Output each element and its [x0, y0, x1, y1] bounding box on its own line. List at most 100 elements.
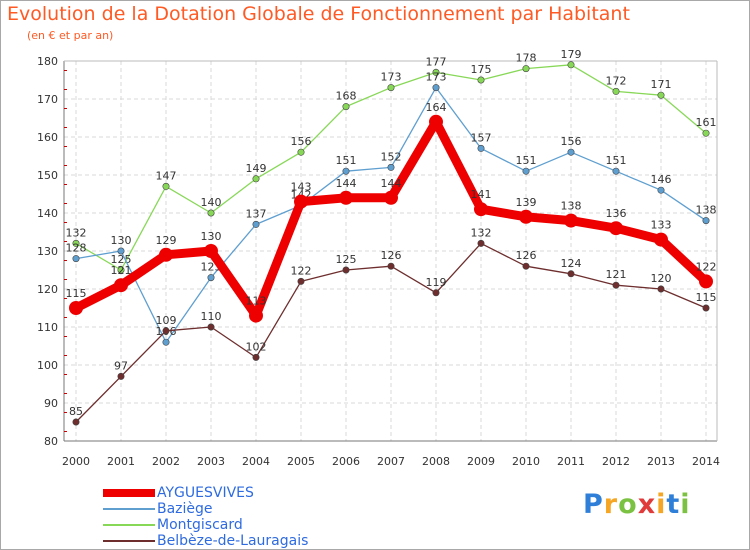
x-tick-label: 2004 [242, 455, 270, 468]
data-label: 85 [69, 405, 83, 418]
data-label: 164 [426, 101, 447, 114]
data-label: 147 [156, 169, 177, 182]
x-tick-label: 2002 [152, 455, 180, 468]
data-point [699, 274, 713, 289]
legend-swatch-belbeze [103, 540, 155, 542]
data-label: 126 [516, 249, 537, 262]
data-label: 146 [651, 173, 672, 186]
logo-letter: i [656, 489, 667, 520]
data-label: 115 [696, 291, 717, 304]
data-label: 102 [246, 340, 267, 353]
series-bazi-ge: 1281301061231371421511521731571511561511… [66, 71, 717, 346]
y-tick-label: 130 [37, 245, 58, 258]
data-point [117, 266, 125, 274]
data-point [432, 84, 440, 92]
data-label: 115 [66, 287, 87, 300]
data-point [117, 247, 125, 255]
data-point [252, 353, 260, 361]
data-label: 129 [156, 234, 177, 247]
data-point [252, 220, 260, 228]
proxiti-logo: Proxiti [583, 489, 691, 520]
data-point [207, 209, 215, 217]
data-point [567, 148, 575, 156]
data-label: 121 [111, 264, 132, 277]
data-label: 139 [516, 196, 537, 209]
data-label: 109 [156, 314, 177, 327]
data-label: 119 [426, 276, 447, 289]
x-tick-label: 2008 [422, 455, 450, 468]
data-label: 152 [381, 150, 402, 163]
data-point [117, 372, 125, 380]
data-point [249, 308, 263, 323]
data-label: 151 [516, 154, 537, 167]
data-point [384, 190, 398, 205]
series-belb-ze-de-lauragais: 85 97 109 110 102 122 125 126 119 132 126 124 121 120… [69, 226, 717, 426]
legend-item-baziege[interactable]: Baziège [103, 501, 363, 517]
legend-swatch-montgiscard [103, 524, 155, 526]
data-point [432, 68, 440, 76]
data-label: 97 [114, 359, 128, 372]
data-point [297, 277, 305, 285]
x-tick-label: 2003 [197, 455, 225, 468]
legend-item-belbeze[interactable]: Belbèze-de-Lauragais [103, 533, 363, 549]
data-point [429, 114, 443, 129]
data-label: 144 [381, 177, 402, 190]
data-point [387, 163, 395, 171]
data-point [657, 285, 665, 293]
data-label: 128 [66, 242, 87, 255]
data-point [207, 274, 215, 282]
data-label: 122 [696, 260, 717, 273]
logo-letter: x [637, 489, 657, 520]
data-label: 175 [471, 63, 492, 76]
y-tick-label: 180 [37, 55, 58, 68]
data-label: 120 [651, 272, 672, 285]
legend-item-montgiscard[interactable]: Montgiscard [103, 517, 363, 533]
data-point [252, 175, 260, 183]
data-point [612, 87, 620, 95]
data-label: 144 [336, 177, 357, 190]
logo-letter: r [603, 489, 619, 520]
data-label: 137 [246, 207, 267, 220]
data-label: 130 [111, 234, 132, 247]
data-point [612, 281, 620, 289]
data-label: 157 [471, 131, 492, 144]
x-tick-label: 2000 [62, 455, 90, 468]
data-label: 126 [381, 249, 402, 262]
data-point [612, 167, 620, 175]
x-tick-label: 2009 [467, 455, 495, 468]
data-point [567, 61, 575, 69]
data-point [702, 217, 710, 225]
data-label: 168 [336, 90, 357, 103]
data-label: 143 [291, 181, 312, 194]
x-tick-label: 2014 [692, 455, 720, 468]
x-tick-label: 2011 [557, 455, 585, 468]
y-tick-label: 170 [37, 93, 58, 106]
data-point [69, 301, 83, 315]
data-point [72, 255, 80, 263]
data-point [564, 213, 578, 228]
x-tick-label: 2005 [287, 455, 315, 468]
data-point [657, 186, 665, 194]
y-tick-label: 80 [44, 435, 58, 448]
data-point [72, 418, 80, 426]
y-tick-label: 140 [37, 207, 58, 220]
y-tick-label: 120 [37, 283, 58, 296]
data-label: 171 [651, 78, 672, 91]
legend-item-ayguesvives[interactable]: AYGUESVIVES [103, 485, 363, 501]
data-label: 110 [201, 310, 222, 323]
data-label: 179 [561, 48, 582, 61]
x-tick-label: 2006 [332, 455, 360, 468]
data-point [342, 103, 350, 111]
data-point [522, 262, 530, 270]
logo-letter: t [666, 489, 681, 520]
x-tick-label: 2013 [647, 455, 675, 468]
x-tick-label: 2001 [107, 455, 135, 468]
data-point [522, 65, 530, 73]
data-label: 173 [426, 71, 447, 84]
data-label: 121 [606, 268, 627, 281]
data-point [342, 266, 350, 274]
legend: AYGUESVIVES Baziège Montgiscard Belbèze-… [103, 485, 363, 549]
data-point [477, 144, 485, 152]
chart-title: Evolution de la Dotation Globale de Fonc… [7, 3, 630, 25]
